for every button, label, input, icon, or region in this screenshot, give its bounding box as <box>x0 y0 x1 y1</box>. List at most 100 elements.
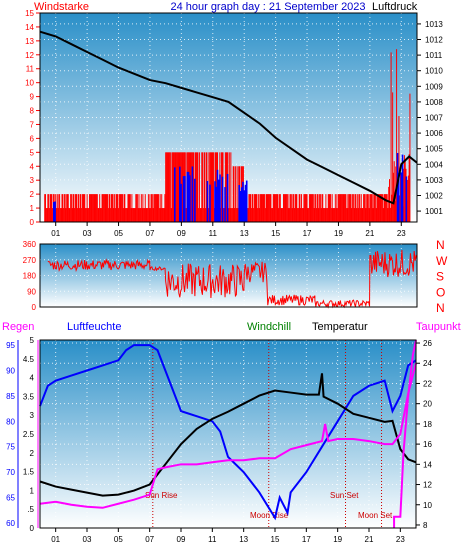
rain-axis-tick-label: 3 <box>30 411 35 420</box>
x-axis-tick-label: 03 <box>83 535 92 544</box>
legend-windchill: Windchill <box>247 321 291 333</box>
direction-axis-tick-label: 90 <box>27 287 36 296</box>
pressure-axis-tick-label: 1013 <box>425 20 443 29</box>
wind-axis-tick-label: 10 <box>25 79 34 88</box>
direction-axis-tick-label: 0 <box>32 303 37 312</box>
wind-axis-tick-label: 5 <box>30 148 35 157</box>
x-axis-tick-label: 23 <box>397 229 406 238</box>
pressure-axis-tick-label: 1006 <box>425 129 443 138</box>
rain-axis-tick-label: 5 <box>30 336 35 345</box>
wind-axis-tick-label: 15 <box>25 9 34 18</box>
temperature-axis-tick-label: 8 <box>423 521 428 530</box>
compass-label: O <box>436 285 445 299</box>
rain-axis-tick-label: 2 <box>30 449 35 458</box>
rain-axis-tick-label: 1 <box>30 486 35 495</box>
humidity-axis-tick-label: 95 <box>6 341 15 350</box>
legend-regen: Regen <box>2 321 34 333</box>
compass-label: N <box>436 238 445 252</box>
compass-label: S <box>436 270 444 284</box>
wind-axis-tick-label: 9 <box>30 93 35 102</box>
wind-direction-line <box>47 249 418 309</box>
x-axis-tick-label: 11 <box>208 535 217 544</box>
temperature-axis-tick-label: 20 <box>423 400 432 409</box>
pressure-axis-tick-label: 1012 <box>425 36 443 45</box>
x-axis-tick-label: 01 <box>51 535 60 544</box>
humidity-axis-tick-label: 85 <box>6 392 15 401</box>
humidity-line <box>39 344 417 521</box>
pressure-axis-tick-label: 1001 <box>425 207 443 216</box>
wind-axis-tick-label: 4 <box>30 162 35 171</box>
compass-label: W <box>436 254 448 268</box>
rain-axis-tick-label: 2.5 <box>23 430 35 439</box>
event-label: Sun Set <box>330 491 359 500</box>
temperature-axis-tick-label: 12 <box>423 481 432 490</box>
pressure-axis-tick-label: 1011 <box>425 51 443 60</box>
x-axis-tick-label: 01 <box>51 229 60 238</box>
event-label: Sun Rise <box>145 491 178 500</box>
humidity-axis-tick-label: 75 <box>6 443 15 452</box>
x-axis-tick-label: 15 <box>271 535 280 544</box>
pressure-line <box>39 30 418 205</box>
pressure-axis-tick-label: 1009 <box>425 82 443 91</box>
rain-axis-tick-label: 3.5 <box>23 392 35 401</box>
humidity-axis-tick-label: 70 <box>6 468 15 477</box>
humidity-axis-tick-label: 80 <box>6 417 15 426</box>
x-axis-tick-label: 17 <box>302 535 311 544</box>
rain-axis-tick-label: .5 <box>27 505 34 514</box>
wind-axis-tick-label: 14 <box>25 23 34 32</box>
luftdruck-label: Luftdruck <box>372 1 418 13</box>
pressure-axis-tick-label: 1002 <box>425 191 443 200</box>
rain-axis-tick-label: 0 <box>30 524 35 533</box>
chart-title: 24 hour graph day : 21 September 2023 <box>170 1 365 13</box>
wind-axis-tick-label: 11 <box>26 65 35 74</box>
temperature-axis-tick-label: 10 <box>423 501 432 510</box>
direction-axis-tick-label: 360 <box>23 240 37 249</box>
temperature-axis-tick-label: 26 <box>423 339 432 348</box>
x-axis-tick-label: 19 <box>334 229 343 238</box>
panel3-plot <box>40 340 416 528</box>
legend-temperatur: Temperatur <box>312 321 368 333</box>
temperature-axis-tick-label: 14 <box>423 460 432 469</box>
wind-axis-tick-label: 1 <box>30 204 35 213</box>
rain-axis-tick-label: 4.5 <box>23 355 35 364</box>
humidity-axis-tick-label: 60 <box>6 519 15 528</box>
pressure-axis-tick-label: 1004 <box>425 160 443 169</box>
pressure-axis-tick-label: 1003 <box>425 176 443 185</box>
x-axis-tick-label: 05 <box>114 535 123 544</box>
rain-axis-tick-label: 4 <box>30 374 35 383</box>
x-axis-tick-label: 11 <box>209 229 218 238</box>
rain-line <box>393 339 417 528</box>
humidity-axis-tick-label: 65 <box>6 494 15 503</box>
x-axis-tick-label: 09 <box>177 229 186 238</box>
x-axis-tick-label: 13 <box>239 535 248 544</box>
x-axis-tick-label: 13 <box>240 229 249 238</box>
pressure-axis-tick-label: 1005 <box>425 145 443 154</box>
direction-axis-tick-label: 180 <box>23 272 37 281</box>
x-axis-tick-label: 19 <box>333 535 342 544</box>
dewpoint-line <box>39 362 417 509</box>
x-axis-tick-label: 21 <box>365 535 374 544</box>
pressure-axis-tick-label: 1008 <box>425 98 443 107</box>
temperature-axis-tick-label: 24 <box>423 359 432 368</box>
x-axis-tick-label: 05 <box>114 229 123 238</box>
pressure-axis-tick-label: 1007 <box>425 114 443 123</box>
x-axis-tick-label: 07 <box>145 535 154 544</box>
wind-axis-tick-label: 13 <box>25 37 34 46</box>
event-label: Moon Rise <box>250 511 289 520</box>
rain-axis-tick-label: 1.5 <box>23 468 35 477</box>
wind-axis-tick-label: 3 <box>30 176 35 185</box>
pressure-axis-tick-label: 1010 <box>425 67 443 76</box>
legend-luftfeuchte: Luftfeuchte <box>67 321 121 333</box>
windstarke-label: Windstarke <box>34 1 89 13</box>
humidity-axis-tick-label: 90 <box>6 366 15 375</box>
x-axis-tick-label: 23 <box>396 535 405 544</box>
wind-axis-tick-label: 0 <box>30 218 35 227</box>
wind-axis-tick-label: 2 <box>30 190 35 199</box>
wind-axis-tick-label: 8 <box>30 107 35 116</box>
temperature-line <box>39 373 417 497</box>
temperature-axis-tick-label: 16 <box>423 440 432 449</box>
x-axis-tick-label: 09 <box>177 535 186 544</box>
temperature-axis-tick-label: 18 <box>423 420 432 429</box>
x-axis-tick-label: 07 <box>146 229 155 238</box>
